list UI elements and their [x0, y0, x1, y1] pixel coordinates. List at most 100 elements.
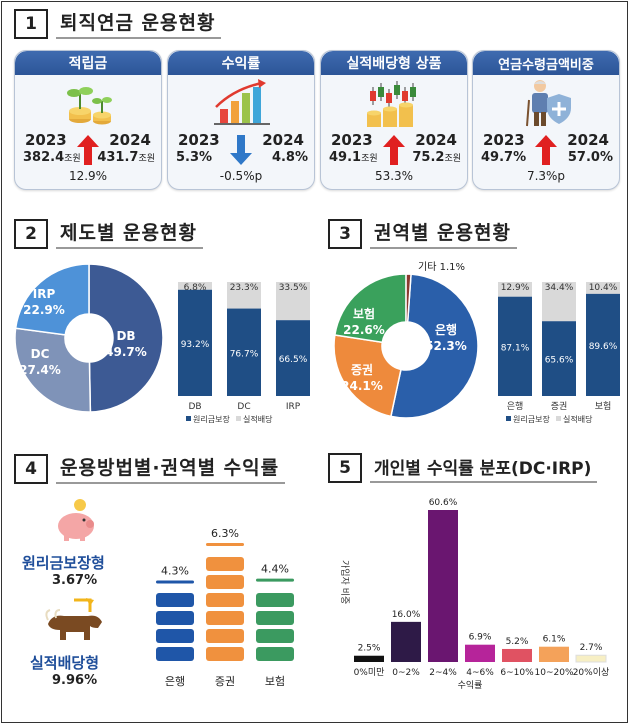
bar-segment-원리금보장 [227, 308, 261, 396]
bar-growth-icon [214, 79, 270, 125]
slice-DB [88, 263, 164, 413]
category-label: DB [188, 402, 201, 412]
slice-IRP [14, 263, 90, 336]
category-label: 10~20% [535, 668, 574, 678]
legend-swatch [186, 416, 191, 421]
change-value: 12.9% [68, 169, 108, 183]
arrow-up-icon [535, 135, 557, 165]
bar-label: 23.3% [230, 283, 259, 293]
return-block [206, 557, 244, 571]
return-block [206, 611, 244, 625]
year-end: 2024 [262, 131, 304, 149]
value-start: 5.3% [176, 150, 213, 165]
category-label: 보험 [265, 675, 285, 688]
return-block [206, 575, 244, 589]
section-3-title: 3 권역별 운용현황 [328, 218, 517, 249]
slice-value: 22.6% [343, 323, 385, 337]
bar-segment-원리금보장 [276, 320, 310, 396]
legend-label: 실적배당 [243, 414, 273, 424]
section-number: 2 [14, 218, 48, 249]
section-number: 4 [14, 453, 48, 484]
legend-label: 실적배당 [563, 414, 593, 424]
year-start: 2023 [483, 131, 525, 149]
section-number: 1 [14, 8, 48, 39]
slice-증권 [334, 334, 402, 418]
slice-label: 은행 [435, 322, 457, 337]
arrow-up-icon [383, 135, 405, 165]
value-end: 4.8% [271, 150, 308, 165]
slice-기타 [405, 273, 412, 323]
return-block [156, 629, 194, 643]
bar-segment-실적배당 [542, 282, 576, 322]
bar-segment-실적배당 [276, 282, 310, 321]
section-5-title: 5 개인별 수익률 분포(DC·IRP) [328, 453, 598, 483]
arrow-up-icon [77, 135, 99, 165]
value-start: 382.4조원 [23, 150, 81, 165]
method-label-performance: 실적배당형 [30, 654, 100, 672]
return-value: 4.3% [161, 564, 189, 577]
bar-label: 87.1% [501, 343, 530, 353]
return-block [256, 629, 294, 643]
card-return-rate: 수익률 2023 2024 5.3% 4.8% -0.5%p [167, 50, 315, 190]
card-title: 연금수령금액비중 [473, 51, 619, 75]
section-2-title: 2 제도별 운용현황 [14, 218, 203, 249]
value-start: 49.1조원 [329, 150, 378, 165]
return-block [156, 593, 194, 607]
bar-label: 65.6% [545, 356, 574, 366]
method-label-guaranteed: 원리금보장형 [22, 554, 105, 572]
category-label: 2~4% [429, 668, 457, 678]
bar-label: 34.4% [545, 283, 574, 293]
piggy-bank-icon [58, 499, 94, 541]
slice-label: DB [116, 329, 135, 343]
year-end: 2024 [109, 131, 151, 149]
section-heading: 개인별 수익률 분포(DC·IRP) [370, 454, 598, 483]
bar-segment-실적배당 [586, 282, 620, 294]
slice-value: 24.1% [341, 379, 383, 393]
method-value-guaranteed: 3.67% [52, 573, 98, 588]
return-block [256, 647, 294, 661]
dist-bar [428, 510, 458, 662]
category-label: 증권 [551, 400, 568, 412]
individual-distribution-chart: 가입자 비중 2.5% 0%미만 16.0% 0~2% 60.6% 2~4% 6.9% 4~6%… [339, 498, 609, 691]
return-value: 6.3% [211, 527, 239, 540]
section-number: 5 [328, 453, 362, 483]
bar-label: 89.6% [589, 342, 618, 352]
bar-label: 76.7% [230, 349, 259, 359]
card-title: 실적배당형 상품 [321, 51, 467, 75]
return-block [256, 593, 294, 607]
legend-swatch [506, 416, 511, 421]
bar-segment-실적배당 [498, 282, 532, 297]
elder-shield-icon [526, 80, 571, 127]
dist-value: 16.0% [392, 610, 421, 620]
return-block [156, 611, 194, 625]
bar-segment-원리금보장 [178, 289, 212, 396]
y-axis-label: 가입자 비중 [339, 560, 351, 604]
bar-label: 93.2% [181, 340, 210, 350]
change-value: 7.3%p [526, 169, 566, 183]
change-value: 53.3% [374, 169, 414, 183]
dist-value: 6.9% [469, 633, 492, 643]
sector-stacked-chart: 12.9% 87.1% 은행 34.4% 65.6% 증권 10.4% 89.6% 보험원리금보… [498, 282, 620, 424]
value-start: 49.7% [481, 150, 527, 165]
return-block [156, 647, 194, 661]
dist-bar [465, 644, 495, 662]
legend-label: 원리금보장 [193, 414, 230, 424]
bar-label: 10.4% [589, 283, 618, 293]
section-4-title: 4 운용방법별·권역별 수익률 [14, 453, 286, 484]
dist-value: 5.2% [506, 637, 529, 647]
slice-은행 [390, 273, 479, 419]
card-pension-ratio: 연금수령금액비중 2023 2024 49.7% 57.0% 7.3%p [472, 50, 620, 190]
slice-label: DC [31, 347, 50, 361]
bar-segment-원리금보장 [498, 296, 532, 396]
dist-bar [575, 654, 607, 663]
section-heading: 제도별 운용현황 [56, 218, 203, 249]
bar-label: 66.5% [279, 355, 308, 365]
slice-value: 22.9% [23, 303, 65, 317]
category-label: 0%미만 [354, 667, 385, 678]
category-label: 6~10% [500, 668, 534, 678]
year-start: 2023 [25, 131, 67, 149]
category-label: IRP [286, 402, 301, 412]
change-value: -0.5%p [219, 169, 263, 183]
candlestick-coins-icon [367, 81, 416, 127]
